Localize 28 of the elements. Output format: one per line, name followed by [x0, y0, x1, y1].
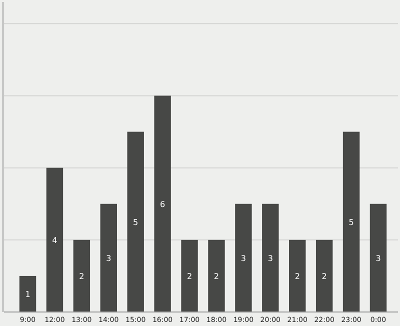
bar — [46, 168, 64, 312]
bar — [342, 132, 360, 312]
data-label: 3 — [376, 254, 381, 263]
bar — [127, 132, 144, 312]
bar — [19, 276, 36, 312]
bar — [100, 204, 117, 312]
bar — [181, 240, 198, 312]
data-label: 2 — [214, 272, 220, 281]
data-label: 6 — [160, 200, 166, 209]
data-label: 4 — [52, 236, 58, 245]
data-label: 2 — [294, 272, 300, 281]
bar — [289, 240, 306, 312]
data-label: 5 — [348, 218, 354, 227]
bar — [154, 96, 171, 312]
bar — [316, 240, 333, 312]
data-label: 3 — [240, 254, 246, 263]
data-label: 3 — [268, 254, 273, 263]
bar — [370, 204, 387, 312]
data-label: 5 — [133, 218, 138, 227]
data-label: 2 — [186, 272, 192, 281]
data-label: 3 — [106, 254, 112, 263]
data-label: 2 — [322, 272, 327, 281]
bar — [208, 240, 225, 312]
bar — [235, 204, 252, 312]
bar — [73, 240, 90, 312]
data-label: 1 — [25, 290, 30, 299]
bar — [262, 204, 279, 312]
data-label: 2 — [79, 272, 84, 281]
